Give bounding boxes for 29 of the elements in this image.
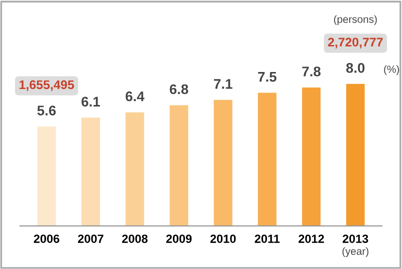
data-label: 7.5 (258, 72, 276, 82)
x-tick-label: 2010 (210, 234, 236, 243)
x-tick-label: 2007 (78, 234, 104, 243)
text: (%) (384, 65, 399, 75)
x-tick-label: 2009 (166, 234, 192, 243)
annotation: 1,655,495 (20, 80, 74, 91)
bar (258, 92, 276, 226)
x-tick-label: 2006 (34, 234, 60, 243)
x-tick-label: 2013 (342, 234, 368, 243)
x-axis-title: (year) (342, 247, 368, 257)
bar (81, 118, 100, 226)
bar (170, 105, 188, 226)
data-label: 7.8 (302, 66, 321, 76)
data-label: 5.6 (37, 106, 56, 116)
x-tick-label: 2008 (122, 234, 148, 243)
data-label: 6.1 (82, 96, 100, 107)
bar (346, 84, 365, 226)
x-tick-label: 2012 (298, 234, 324, 243)
bar (126, 112, 144, 226)
text: (persons) (334, 15, 377, 25)
text: 2,720,777 (328, 38, 383, 48)
data-label: 6.4 (126, 91, 144, 102)
bar (302, 87, 321, 226)
bar (214, 100, 232, 226)
data-label: 7.1 (214, 79, 232, 89)
x-tick-label: 2011 (254, 234, 280, 243)
data-label: 6.8 (170, 84, 188, 94)
bar (37, 126, 56, 226)
data-label: 8.0 (346, 63, 365, 73)
